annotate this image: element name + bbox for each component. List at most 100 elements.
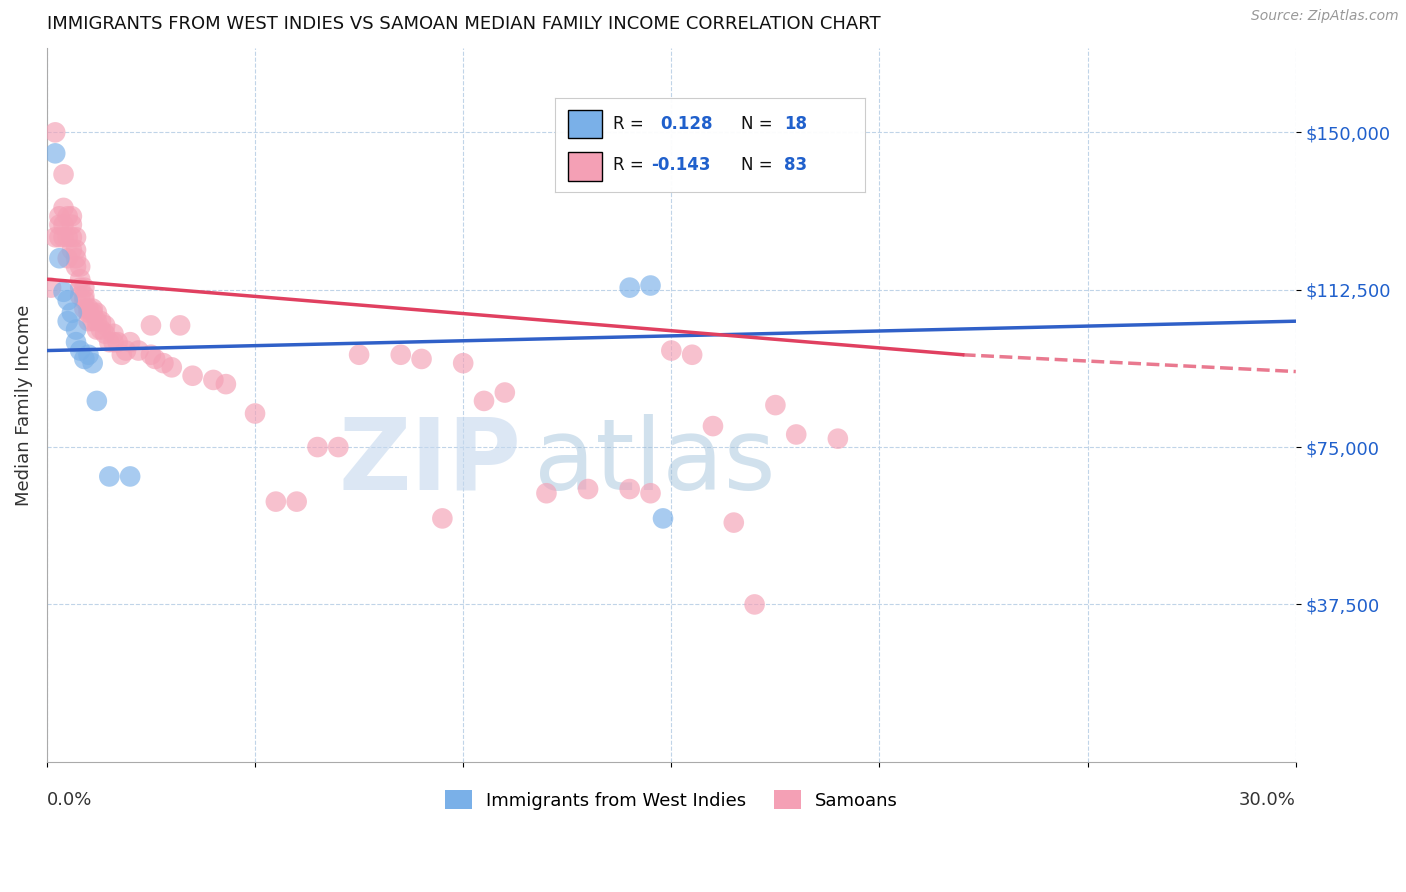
Point [73,293,96,308]
Point [60,209,83,223]
Point [432,511,454,525]
Point [69,343,91,358]
Point [160,360,183,375]
Point [181,368,204,383]
Point [48,252,70,266]
Point [723,516,745,530]
Point [69,272,91,286]
Point [44,230,66,244]
Point [389,348,412,362]
Point [103,335,125,350]
Point [56,314,79,328]
Point [139,348,162,362]
Point [56,252,79,266]
Y-axis label: Median Family Income: Median Family Income [15,304,32,506]
Point [69,280,91,294]
Point [60,306,83,320]
Point [90,322,112,336]
Text: 0.0%: 0.0% [46,790,93,808]
Point [98,335,121,350]
Point [52,167,75,181]
Text: atlas: atlas [534,414,776,511]
Point [82,301,104,316]
Point [494,385,516,400]
Point [82,306,104,320]
Point [69,289,91,303]
Point [52,218,75,232]
Point [65,230,87,244]
Point [65,252,87,266]
Point [576,482,599,496]
Point [328,440,350,454]
Text: ZIP: ZIP [339,414,522,511]
Point [744,598,766,612]
Point [65,260,87,274]
Point [536,486,558,500]
Point [619,482,641,496]
Point [152,356,174,370]
Point [73,280,96,294]
Text: N =: N = [741,156,772,174]
Point [347,348,370,362]
Point [120,469,142,483]
Point [82,356,104,370]
FancyBboxPatch shape [568,153,602,180]
Point [659,343,682,358]
Point [52,230,75,244]
Point [48,218,70,232]
Point [65,322,87,336]
Point [56,293,79,308]
Text: R =: R = [613,156,644,174]
Point [307,440,329,454]
Point [52,285,75,299]
Text: 83: 83 [785,156,807,174]
Point [285,494,308,508]
Point [702,419,724,434]
Point [143,351,166,366]
Point [763,398,786,412]
Point [77,348,100,362]
Point [94,326,117,341]
Text: R =: R = [613,115,644,133]
Text: 18: 18 [785,115,807,133]
Point [73,289,96,303]
Point [202,373,225,387]
Point [52,201,75,215]
Point [77,314,100,328]
Text: 30.0%: 30.0% [1239,790,1296,808]
Point [44,146,66,161]
Point [60,230,83,244]
Point [785,427,807,442]
Point [86,322,108,336]
Point [56,209,79,223]
Point [411,351,433,366]
Point [451,356,474,370]
Point [73,351,96,366]
Point [827,432,849,446]
Text: -0.143: -0.143 [651,156,711,174]
Point [86,306,108,320]
Point [39,280,62,294]
Point [48,230,70,244]
Point [94,318,117,333]
Point [77,301,100,316]
Text: Source: ZipAtlas.com: Source: ZipAtlas.com [1251,9,1399,22]
Point [73,301,96,316]
Point [56,230,79,244]
Point [619,280,641,294]
Point [652,511,675,525]
Point [264,494,287,508]
Point [86,393,108,408]
FancyBboxPatch shape [568,111,602,138]
Point [115,343,138,358]
Point [60,218,83,232]
Point [640,486,662,500]
Point [215,377,238,392]
Point [77,306,100,320]
Text: IMMIGRANTS FROM WEST INDIES VS SAMOAN MEDIAN FAMILY INCOME CORRELATION CHART: IMMIGRANTS FROM WEST INDIES VS SAMOAN ME… [46,15,880,33]
Legend: Immigrants from West Indies, Samoans: Immigrants from West Indies, Samoans [437,783,905,817]
Point [681,348,703,362]
Point [640,278,662,293]
Point [169,318,191,333]
Text: N =: N = [741,115,772,133]
